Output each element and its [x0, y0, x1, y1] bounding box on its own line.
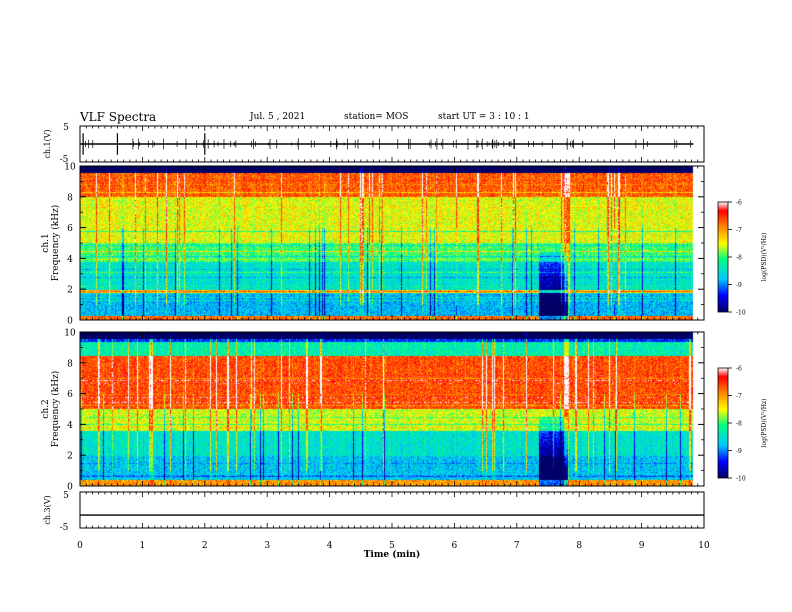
- ch2-ylabel: ch.2: [41, 399, 51, 418]
- x-tick-label: 7: [514, 541, 520, 551]
- y-tick-label: 10: [64, 163, 76, 173]
- x-tick-label: 0: [77, 541, 83, 551]
- colorbar-tick-label: -6: [736, 366, 742, 373]
- colorbar-ch2-label: log(PSD)(V²/Hz): [761, 399, 768, 448]
- x-axis: 0 1 2 3 4 5 6 7 8 9 10: [77, 541, 710, 551]
- colorbar-ch1: -6 -7 -8 -9 -10 log(PSD)(V²/Hz): [717, 200, 768, 317]
- colorbar-tick-label: -10: [736, 310, 746, 317]
- x-tick-label: 8: [576, 541, 582, 551]
- x-tick-label: 4: [327, 541, 333, 551]
- colorbar-tick-label: -8: [736, 255, 742, 262]
- colorbar-tick-label: -9: [736, 282, 742, 289]
- colorbar-tick-label: -7: [736, 227, 742, 234]
- colorbar-ch2: -6 -7 -8 -9 -10 log(PSD)(V²/Hz): [717, 366, 768, 483]
- y-tick-label: 8: [67, 359, 73, 369]
- colorbar-tick-label: -9: [736, 448, 742, 455]
- y-tick-label: 4: [67, 421, 73, 431]
- x-tick-label: 3: [264, 541, 270, 551]
- y-tick-label: 2: [67, 286, 73, 296]
- y-tick-label: 6: [67, 224, 73, 234]
- colorbar-tick-label: -7: [736, 393, 742, 400]
- ch2-spectrogram-panel: 0 2 4 6 8 10 ch.2 Frequency (kHz): [41, 329, 705, 493]
- ch1-spectrogram-image: [80, 166, 704, 320]
- x-tick-label: 5: [389, 541, 395, 551]
- ch2-freq-label: Frequency (kHz): [50, 371, 61, 448]
- ch2-spectrogram-image: [80, 332, 704, 486]
- ch3-waveform-panel: 5 -5 ch.3(V): [43, 491, 705, 533]
- ch1-spectrogram-panel: 0 2 4 6 8 10 ch.1 Frequency (kHz): [41, 163, 705, 327]
- ch1-ylabel: ch.1: [41, 233, 51, 252]
- ch1-ytick-top: 5: [63, 123, 69, 133]
- x-tick-label: 1: [140, 541, 146, 551]
- date-label: Jul. 5 , 2021: [250, 112, 306, 122]
- colorbar-tick-label: -8: [736, 421, 742, 428]
- y-tick-label: 6: [67, 390, 73, 400]
- y-tick-label: 0: [67, 483, 73, 493]
- ch1-waveform-panel: 5 -5 ch.1(V): [43, 123, 705, 165]
- x-tick-label: 10: [698, 541, 710, 551]
- y-tick-label: 10: [64, 329, 76, 339]
- ch3-ytick-top: 5: [63, 491, 69, 501]
- x-axis-label: Time (min): [364, 549, 421, 560]
- ch1-waveform-ylabel: ch.1(V): [43, 129, 52, 158]
- y-tick-label: 8: [67, 193, 73, 203]
- x-tick-label: 6: [452, 541, 458, 551]
- y-tick-label: 2: [67, 452, 73, 462]
- station-label: station= MOS: [344, 112, 409, 122]
- y-tick-label: 4: [67, 255, 73, 265]
- x-tick-label: 2: [202, 541, 208, 551]
- colorbar-ch1-label: log(PSD)(V²/Hz): [761, 233, 768, 282]
- chart-title: VLF Spectra: [80, 110, 157, 124]
- ch1-freq-label: Frequency (kHz): [50, 205, 61, 282]
- start-time-label: start UT = 3 : 10 : 1: [438, 112, 530, 122]
- colorbar-tick-label: -10: [736, 476, 746, 483]
- y-tick-label: 0: [67, 317, 73, 327]
- ch3-waveform-ylabel: ch.3(V): [43, 495, 52, 524]
- ch1-ytick-bottom: -5: [60, 155, 69, 165]
- ch3-ytick-bottom: -5: [60, 523, 69, 533]
- x-tick-label: 9: [639, 541, 645, 551]
- colorbar-tick-label: -6: [736, 200, 742, 207]
